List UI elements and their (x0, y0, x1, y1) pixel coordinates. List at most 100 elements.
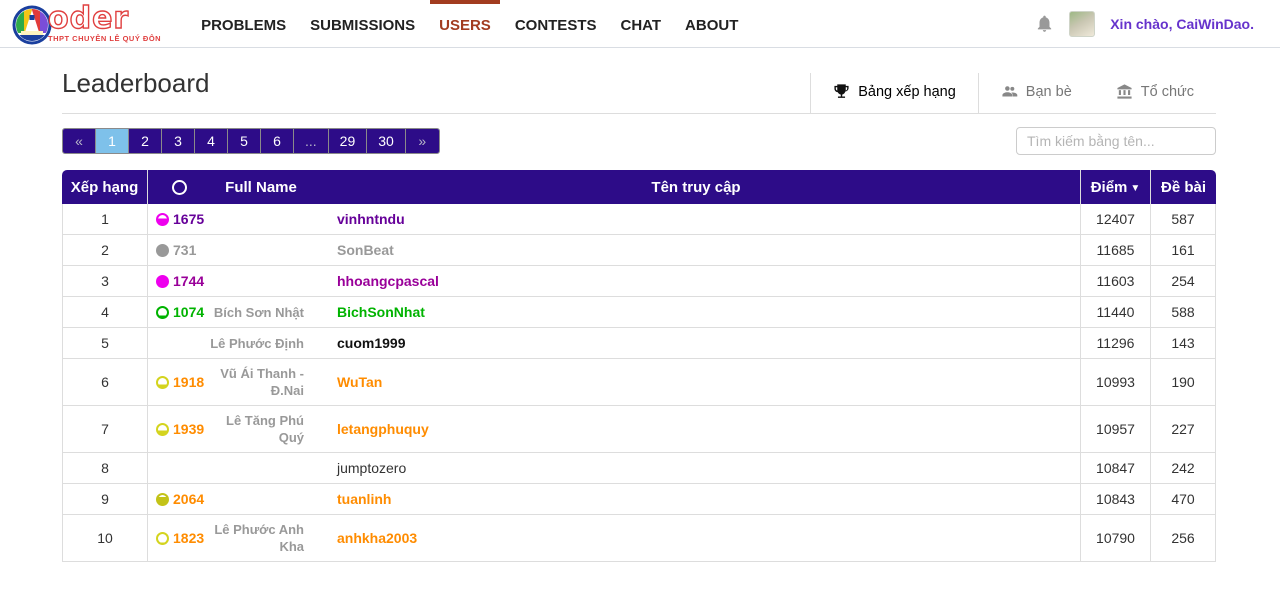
school-logo-icon (12, 5, 52, 44)
tab-label: Bạn bè (1025, 83, 1072, 100)
rating-cell (148, 453, 210, 484)
page-5[interactable]: 5 (228, 129, 261, 153)
username-cell: anhkha2003 (312, 515, 1080, 562)
fullname-cell: Lê Tăng Phú Quý (210, 406, 312, 453)
rating-circle-icon (171, 180, 187, 196)
search-input[interactable] (1016, 127, 1216, 155)
page-4[interactable]: 4 (195, 129, 228, 153)
score-cell: 11603 (1080, 266, 1150, 297)
rank-cell: 4 (62, 297, 148, 328)
rating-circle-icon (156, 306, 169, 319)
header-score[interactable]: Điểm ▼ (1080, 170, 1150, 204)
problems-cell: 143 (1150, 328, 1216, 359)
page-2[interactable]: 2 (129, 129, 162, 153)
username-cell: SonBeat (312, 235, 1080, 266)
rating-circle-icon (156, 244, 169, 257)
tab-users[interactable]: Bạn bè (979, 73, 1094, 113)
rating-cell (148, 328, 210, 359)
rating-value: 1918 (173, 374, 205, 390)
rank-cell: 7 (62, 406, 148, 453)
pagination: «1 2 3 4 5 6... 29 30» (62, 128, 440, 154)
site-logo[interactable]: oder THPT CHUYÊN LÊ QUÝ ĐÔN (12, 0, 161, 47)
page-3[interactable]: 3 (162, 129, 195, 153)
username-link[interactable]: SonBeat (337, 242, 394, 258)
rank-cell: 3 (62, 266, 148, 297)
problems-cell: 254 (1150, 266, 1216, 297)
header-username[interactable]: Tên truy cập (312, 170, 1080, 204)
username-link[interactable]: hhoangcpascal (337, 273, 439, 289)
tab-label: Bảng xếp hạng (858, 83, 956, 100)
rank-cell: 5 (62, 328, 148, 359)
rating-value: 1823 (173, 530, 205, 546)
bank-icon (1117, 84, 1132, 99)
nav-item-contests[interactable]: CONTESTS (514, 17, 597, 34)
rank-cell: 8 (62, 453, 148, 484)
tab-trophy[interactable]: Bảng xếp hạng (810, 73, 979, 113)
rating-value: 1074 (173, 304, 205, 320)
username-cell: vinhntndu (312, 204, 1080, 235)
page-1[interactable]: 1 (96, 129, 129, 153)
leaderboard-body: 1 1675 vinhntndu 12407 587 2 731 SonBeat 11685 16… (62, 204, 1216, 562)
username-link[interactable]: vinhntndu (337, 211, 405, 227)
rating-circle-icon (156, 376, 169, 389)
username-link[interactable]: BichSonNhat (337, 304, 425, 320)
rating-cell: 1823 (148, 515, 210, 562)
nav-item-users[interactable]: USERS (430, 0, 500, 47)
rating-circle-icon (156, 423, 169, 436)
page-30[interactable]: 30 (367, 129, 406, 153)
main-menu: PROBLEMS SUBMISSIONS USERS CONTESTS CHAT ABOU… (189, 0, 750, 47)
nav-item-chat[interactable]: CHAT (620, 17, 662, 34)
header-problems[interactable]: Đề bài (1150, 170, 1216, 204)
username-link[interactable]: cuom1999 (337, 335, 406, 351)
rating-value: 1939 (173, 421, 205, 437)
page-header: Leaderboard Bảng xếp hạng Bạn bè Tổ chức (62, 68, 1216, 114)
fullname-cell (210, 204, 312, 235)
problems-cell: 161 (1150, 235, 1216, 266)
username-cell: cuom1999 (312, 328, 1080, 359)
bell-icon[interactable] (1035, 14, 1054, 33)
page-prev[interactable]: « (63, 129, 96, 153)
table-row: 2 731 SonBeat 11685 161 (62, 235, 1216, 266)
header-fullname[interactable]: Full Name (210, 170, 312, 204)
header-rating[interactable] (148, 170, 210, 204)
page-6[interactable]: 6 (261, 129, 294, 153)
sort-desc-icon: ▼ (1130, 182, 1141, 194)
rating-cell: 1074 (148, 297, 210, 328)
tab-bank[interactable]: Tổ chức (1094, 73, 1216, 113)
problems-cell: 227 (1150, 406, 1216, 453)
logo-word: oder (47, 1, 130, 37)
header-rank[interactable]: Xếp hạng (62, 170, 148, 204)
username-link[interactable]: letangphuquy (337, 421, 429, 437)
rank-cell: 10 (62, 515, 148, 562)
nav-item-problems[interactable]: PROBLEMS (201, 17, 287, 34)
score-cell: 10957 (1080, 406, 1150, 453)
username-link[interactable]: jumptozero (337, 460, 407, 476)
rank-cell: 6 (62, 359, 148, 406)
rating-value: 1744 (173, 273, 205, 289)
user-greeting[interactable]: Xin chào, CaiWinDao. (1110, 15, 1254, 32)
username-link[interactable]: anhkha2003 (337, 530, 418, 546)
rating-cell: 1918 (148, 359, 210, 406)
page-29[interactable]: 29 (328, 129, 368, 153)
nav-item-submissions[interactable]: SUBMISSIONS (310, 17, 416, 34)
user-avatar[interactable] (1069, 10, 1096, 37)
rating-value: 2064 (173, 491, 205, 507)
page-next[interactable]: » (405, 129, 439, 153)
username-link[interactable]: tuanlinh (337, 491, 392, 507)
problems-cell: 470 (1150, 484, 1216, 515)
nav-item-about[interactable]: ABOUT (685, 17, 739, 34)
table-row: 4 1074 Bích Sơn Nhật BichSonNhat 11440 588 (62, 297, 1216, 328)
fullname-cell: Lê Phước Anh Kha (210, 515, 312, 562)
fullname-cell (210, 453, 312, 484)
score-cell: 10847 (1080, 453, 1150, 484)
rating-circle-icon (156, 532, 169, 545)
username-link[interactable]: WuTan (337, 374, 383, 390)
score-cell: 10790 (1080, 515, 1150, 562)
table-row: 1 1675 vinhntndu 12407 587 (62, 204, 1216, 235)
fullname-cell: Bích Sơn Nhật (210, 297, 312, 328)
users-icon (1002, 86, 1018, 97)
problems-cell: 256 (1150, 515, 1216, 562)
fullname-cell (210, 235, 312, 266)
score-cell: 12407 (1080, 204, 1150, 235)
leaderboard-tabs: Bảng xếp hạng Bạn bè Tổ chức (810, 73, 1216, 113)
